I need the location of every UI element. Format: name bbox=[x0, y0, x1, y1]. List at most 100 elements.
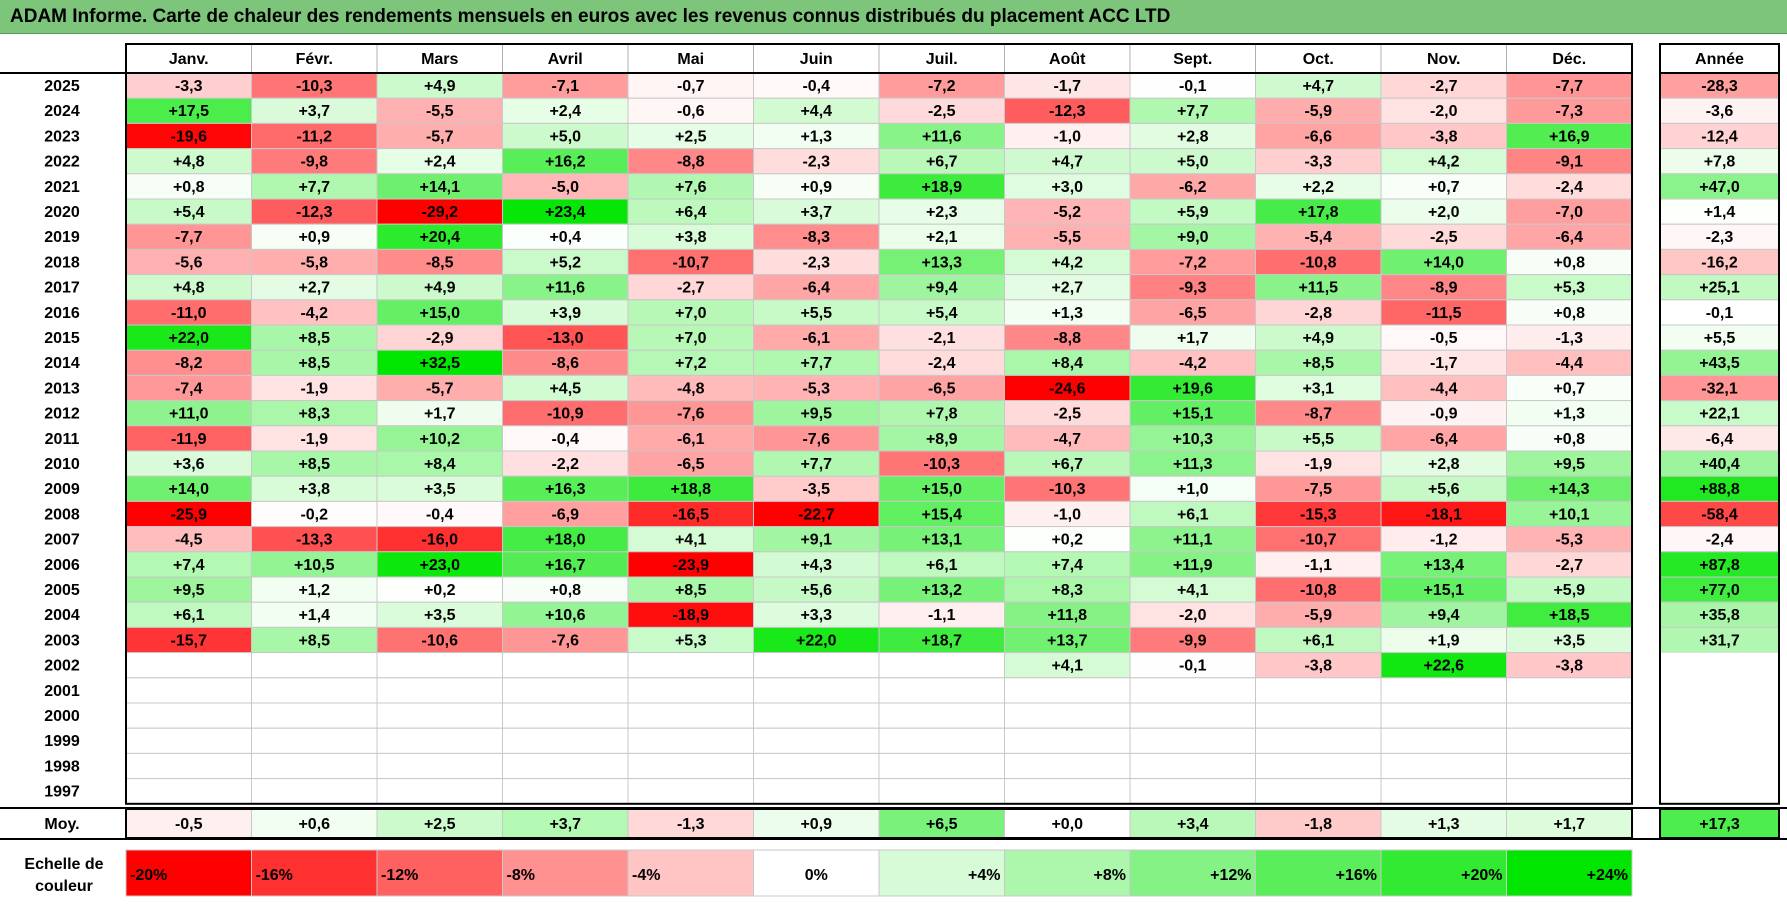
heatmap-cell bbox=[125, 274, 252, 301]
heatmap-cell-value: -7,0 bbox=[1555, 204, 1583, 221]
average-cell bbox=[1004, 808, 1131, 839]
heatmap-cell bbox=[125, 72, 252, 99]
heatmap-cell-value: -25,9 bbox=[171, 506, 208, 523]
annual-cell bbox=[1659, 324, 1780, 351]
heatmap-cell-value: -5,3 bbox=[802, 380, 830, 397]
heatmap-cell bbox=[251, 475, 378, 502]
heatmap-cell-value: -1,2 bbox=[1430, 532, 1458, 549]
heatmap-cell bbox=[627, 400, 754, 427]
average-cell bbox=[878, 808, 1005, 839]
scale-swatch-label: -16% bbox=[256, 867, 293, 884]
heatmap-cell bbox=[1129, 223, 1256, 250]
heatmap-cell bbox=[1129, 97, 1256, 124]
heatmap-cell bbox=[1255, 72, 1382, 99]
annual-cell bbox=[1660, 703, 1779, 729]
heatmap-cell-value: -10,3 bbox=[924, 456, 961, 473]
heatmap-cell-value: -10,9 bbox=[547, 406, 584, 423]
heatmap-cell-value: +11,9 bbox=[1173, 557, 1213, 574]
average-cell-value: +1,7 bbox=[1553, 816, 1585, 833]
heatmap-cell-value: +4,9 bbox=[424, 280, 456, 297]
year-label: 2015 bbox=[44, 330, 80, 347]
heatmap-cell-value: -4,8 bbox=[677, 380, 705, 397]
heatmap-cell bbox=[753, 652, 880, 679]
annual-cell-value: -16,2 bbox=[1701, 254, 1738, 271]
annual-cell-value: +22,1 bbox=[1699, 406, 1740, 423]
heatmap-cell bbox=[878, 349, 1005, 376]
heatmap-cell-value: +20,4 bbox=[420, 229, 461, 246]
heatmap-cell bbox=[1129, 727, 1256, 754]
heatmap-cell-value: -13,3 bbox=[296, 532, 333, 549]
heatmap-cell-value: +4,7 bbox=[1302, 78, 1334, 95]
heatmap-cell-value: +0,8 bbox=[1553, 254, 1585, 271]
heatmap-cell-value: -7,2 bbox=[1179, 254, 1207, 271]
grid-border bbox=[125, 72, 1633, 805]
heatmap-cell-value: -4,4 bbox=[1430, 380, 1458, 397]
heatmap-cell-value: +5,0 bbox=[549, 128, 581, 145]
heatmap-cell-value: +4,1 bbox=[1177, 582, 1209, 599]
year-label: 2000 bbox=[44, 708, 80, 725]
scale-swatch bbox=[251, 849, 378, 897]
heatmap-cell bbox=[1506, 778, 1633, 805]
heatmap-cell bbox=[376, 173, 503, 200]
heatmap-cell-value: -8,5 bbox=[426, 254, 454, 271]
heatmap-cell-value: +4,7 bbox=[1051, 154, 1083, 171]
heatmap-cell-value: +5,6 bbox=[800, 582, 832, 599]
heatmap-cell bbox=[251, 324, 378, 351]
heatmap-cell-value: +0,8 bbox=[173, 179, 205, 196]
annual-cell-value: -3,6 bbox=[1706, 103, 1734, 120]
heatmap-cell-value: -4,2 bbox=[1179, 355, 1207, 372]
average-cell-value: +2,5 bbox=[424, 816, 456, 833]
year-label: 1999 bbox=[44, 733, 80, 750]
heatmap-cell bbox=[502, 223, 629, 250]
heatmap-cell-value: +2,2 bbox=[1302, 179, 1334, 196]
year-label: 2025 bbox=[44, 78, 80, 95]
heatmap-cell-value: +4,4 bbox=[800, 103, 832, 120]
annual-cell bbox=[1660, 652, 1779, 678]
heatmap-cell-value: -5,8 bbox=[300, 254, 328, 271]
annual-cell-value: +77,0 bbox=[1699, 582, 1740, 599]
year-label: 1997 bbox=[44, 784, 80, 801]
heatmap-cell bbox=[627, 450, 754, 477]
heatmap-cell bbox=[753, 677, 880, 704]
heatmap-cell bbox=[878, 148, 1005, 175]
heatmap-cell bbox=[1004, 500, 1131, 528]
heatmap-cell-value: +8,3 bbox=[298, 406, 330, 423]
heatmap-cell-value: +4,1 bbox=[1051, 658, 1083, 675]
heatmap-cell bbox=[125, 752, 252, 780]
heatmap-cell bbox=[125, 677, 252, 704]
heatmap-cell-value: +9,4 bbox=[926, 280, 958, 297]
heatmap-cell-value: -9,1 bbox=[1555, 154, 1583, 171]
year-label: 2003 bbox=[44, 632, 80, 649]
month-header-label: Mai bbox=[677, 51, 704, 68]
heatmap-cell bbox=[376, 374, 503, 402]
heatmap-cell-value: -5,4 bbox=[1304, 229, 1332, 246]
heatmap-cell-value: -6,4 bbox=[802, 280, 830, 297]
heatmap-cell-value: -2,5 bbox=[1430, 229, 1458, 246]
heatmap-cell-value: +8,5 bbox=[298, 632, 330, 649]
heatmap-cell-value: +5,9 bbox=[1177, 204, 1209, 221]
heatmap-cell bbox=[1255, 223, 1382, 250]
heatmap-cell bbox=[1129, 702, 1256, 729]
heatmap-cell bbox=[1004, 752, 1131, 780]
heatmap-cell bbox=[1255, 299, 1382, 326]
heatmap-cell-value: -1,7 bbox=[1430, 355, 1458, 372]
heatmap-cell bbox=[502, 752, 629, 780]
heatmap-cell-value: -7,6 bbox=[551, 632, 579, 649]
heatmap-cell bbox=[1506, 173, 1633, 200]
year-label: 2018 bbox=[44, 254, 80, 271]
heatmap-cell bbox=[1380, 500, 1507, 528]
heatmap-cell bbox=[251, 400, 378, 427]
heatmap-cell bbox=[1380, 475, 1507, 502]
heatmap-cell-value: -6,1 bbox=[677, 431, 705, 448]
heatmap-cell bbox=[1255, 702, 1382, 729]
heatmap-cell bbox=[878, 500, 1005, 528]
heatmap-cell bbox=[627, 626, 754, 654]
heatmap-cell-value: +7,7 bbox=[298, 179, 330, 196]
scale-label-line1: Echelle de bbox=[24, 856, 103, 873]
heatmap-cell-value: +10,3 bbox=[1173, 431, 1214, 448]
heatmap-cell bbox=[1255, 400, 1382, 427]
heatmap-cell-value: +6,1 bbox=[926, 557, 958, 574]
heatmap-cell bbox=[1004, 122, 1131, 150]
month-header-label: Nov. bbox=[1427, 51, 1460, 68]
heatmap-cell-value: +1,7 bbox=[424, 406, 456, 423]
